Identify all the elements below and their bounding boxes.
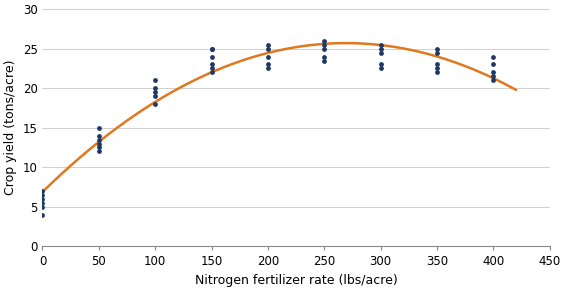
- Point: [489, 74, 498, 79]
- Point: [376, 46, 385, 51]
- Point: [207, 62, 216, 67]
- Point: [320, 42, 329, 47]
- Point: [151, 86, 160, 91]
- Point: [94, 133, 103, 138]
- Point: [320, 54, 329, 59]
- Point: [94, 137, 103, 142]
- Point: [263, 54, 272, 59]
- X-axis label: Nitrogen fertilizer rate (lbs/acre): Nitrogen fertilizer rate (lbs/acre): [195, 274, 397, 287]
- Point: [432, 62, 441, 67]
- Point: [432, 46, 441, 51]
- Point: [94, 141, 103, 146]
- Point: [151, 90, 160, 95]
- Point: [38, 212, 47, 217]
- Point: [320, 38, 329, 43]
- Point: [207, 66, 216, 71]
- Point: [38, 204, 47, 209]
- Point: [489, 54, 498, 59]
- Point: [263, 46, 272, 51]
- Y-axis label: Crop yield (tons/acre): Crop yield (tons/acre): [4, 60, 17, 196]
- Point: [376, 50, 385, 55]
- Point: [207, 70, 216, 75]
- Point: [38, 196, 47, 201]
- Point: [432, 66, 441, 71]
- Point: [263, 42, 272, 47]
- Point: [263, 62, 272, 67]
- Point: [94, 149, 103, 154]
- Point: [376, 42, 385, 47]
- Point: [489, 70, 498, 75]
- Point: [38, 200, 47, 205]
- Point: [151, 102, 160, 106]
- Point: [376, 66, 385, 71]
- Point: [94, 125, 103, 130]
- Point: [489, 78, 498, 83]
- Point: [320, 58, 329, 63]
- Point: [38, 193, 47, 197]
- Point: [320, 46, 329, 51]
- Point: [207, 54, 216, 59]
- Point: [38, 189, 47, 193]
- Point: [376, 62, 385, 67]
- Point: [432, 50, 441, 55]
- Point: [207, 46, 216, 51]
- Point: [94, 145, 103, 150]
- Point: [151, 94, 160, 98]
- Point: [263, 66, 272, 71]
- Point: [489, 62, 498, 67]
- Point: [151, 78, 160, 83]
- Point: [432, 70, 441, 75]
- Point: [207, 46, 216, 51]
